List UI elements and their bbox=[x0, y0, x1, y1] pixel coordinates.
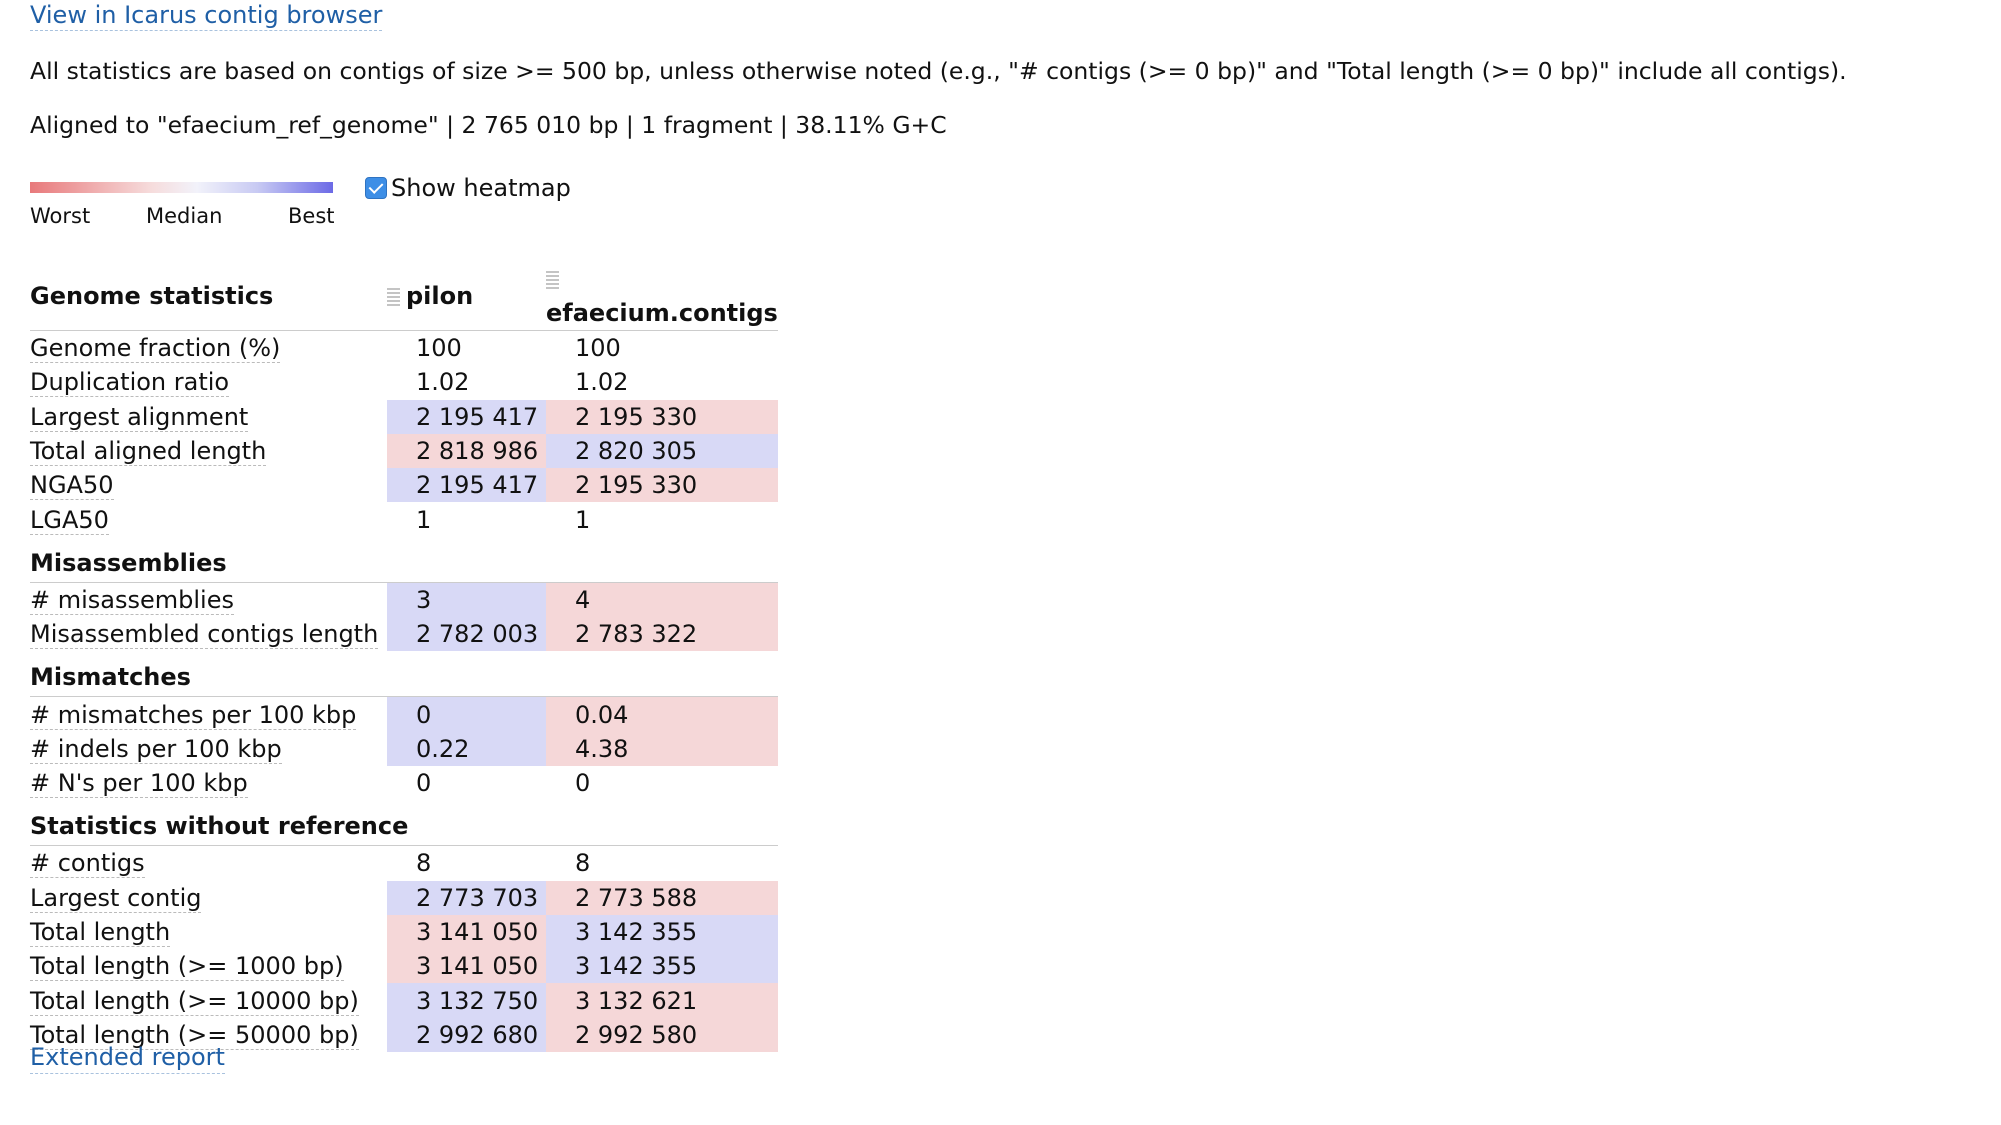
section-header-mismatches: Mismatches bbox=[30, 651, 778, 698]
table-row: # contigs 8 8 bbox=[30, 846, 778, 881]
table-row: Largest contig 2 773 703 2 773 588 bbox=[30, 880, 778, 915]
legend-worst: Worst bbox=[30, 204, 91, 228]
show-heatmap-toggle[interactable]: Show heatmap bbox=[365, 172, 571, 204]
cell-efaecium: 3 142 355 bbox=[546, 914, 778, 950]
table-row: Misassembled contigs length 2 782 003 2 78… bbox=[30, 617, 778, 652]
table-row: NGA50 2 195 417 2 195 330 bbox=[30, 468, 778, 503]
icarus-browser-link[interactable]: View in Icarus contig browser bbox=[30, 1, 383, 31]
table-header: Genome statistics pilon efaecium.contigs bbox=[30, 262, 778, 331]
cell-efaecium: 3 142 355 bbox=[546, 949, 778, 984]
cell-pilon: 3 141 050 bbox=[387, 914, 546, 950]
legend-median: Median bbox=[146, 204, 223, 228]
heatmap-legend-gradient bbox=[30, 182, 333, 193]
section-header-statistics-without-reference: Statistics without reference bbox=[30, 800, 778, 847]
table-row: Genome fraction (%) 100 100 bbox=[30, 331, 778, 366]
cell-efaecium: 4.38 bbox=[546, 731, 778, 766]
metric-name[interactable]: Largest alignment bbox=[30, 402, 249, 432]
cell-pilon: 2 992 680 bbox=[387, 1017, 546, 1053]
statistics-table: Genome statistics pilon efaecium.contigs… bbox=[30, 262, 778, 1053]
section-title: Statistics without reference bbox=[30, 800, 778, 847]
drag-handle-icon[interactable] bbox=[387, 288, 400, 306]
cell-pilon: 2 195 417 bbox=[387, 399, 546, 434]
cell-pilon: 3 132 750 bbox=[387, 983, 546, 1018]
metric-name[interactable]: # indels per 100 kbp bbox=[30, 734, 282, 764]
metric-name[interactable]: Largest contig bbox=[30, 883, 202, 913]
table-row: # misassemblies 3 4 bbox=[30, 582, 778, 618]
table-row: Duplication ratio 1.02 1.02 bbox=[30, 365, 778, 399]
reference-info: Aligned to "efaecium_ref_genome" | 2 765… bbox=[30, 111, 947, 139]
cell-pilon: 100 bbox=[416, 334, 462, 363]
section-title: Mismatches bbox=[30, 651, 778, 698]
cell-pilon: 0 bbox=[416, 769, 432, 798]
show-heatmap-label: Show heatmap bbox=[391, 174, 571, 202]
table-row: # indels per 100 kbp 0.22 4.38 bbox=[30, 731, 778, 766]
cell-pilon: 1.02 bbox=[416, 368, 470, 397]
metric-name[interactable]: Total length bbox=[30, 918, 171, 947]
metric-name[interactable]: Misassembled contigs length bbox=[30, 620, 379, 650]
table-row: Total length (>= 50000 bp) 2 992 680 2 992… bbox=[30, 1017, 778, 1053]
table-row: Total length (>= 10000 bp) 3 132 750 3 132… bbox=[30, 983, 778, 1018]
cell-pilon: 0.22 bbox=[387, 731, 546, 766]
cell-pilon: 2 782 003 bbox=[387, 617, 546, 652]
cell-efaecium: 1.02 bbox=[575, 368, 629, 397]
metric-name[interactable]: Total length (>= 1000 bp) bbox=[30, 952, 344, 982]
cell-pilon: 3 141 050 bbox=[387, 949, 546, 984]
cell-efaecium: 2 820 305 bbox=[546, 433, 778, 469]
cell-efaecium: 2 773 588 bbox=[546, 880, 778, 915]
metric-name[interactable]: # mismatches per 100 kbp bbox=[30, 700, 357, 730]
cell-efaecium: 2 992 580 bbox=[546, 1017, 778, 1053]
cell-efaecium: 100 bbox=[575, 334, 621, 363]
metric-name[interactable]: # misassemblies bbox=[30, 585, 234, 615]
cell-efaecium: 1 bbox=[575, 505, 591, 534]
cell-pilon: 0 bbox=[387, 696, 546, 732]
table-row: Total length 3 141 050 3 142 355 bbox=[30, 914, 778, 950]
cell-pilon: 3 bbox=[387, 582, 546, 618]
metric-name[interactable]: Total aligned length bbox=[30, 437, 267, 467]
checkbox-checked-icon[interactable] bbox=[365, 177, 387, 199]
section-title: Misassemblies bbox=[30, 536, 778, 583]
cell-efaecium: 8 bbox=[575, 849, 591, 878]
table-row: Total length (>= 1000 bp) 3 141 050 3 142 … bbox=[30, 949, 778, 984]
section-header-misassemblies: Misassemblies bbox=[30, 536, 778, 583]
header-genome-statistics: Genome statistics bbox=[30, 262, 387, 331]
metric-name[interactable]: Total length (>= 50000 bp) bbox=[30, 1020, 359, 1050]
cell-efaecium: 4 bbox=[546, 582, 778, 618]
metric-name[interactable]: LGA50 bbox=[30, 505, 109, 535]
cell-efaecium: 2 195 330 bbox=[546, 399, 778, 434]
cell-pilon: 2 773 703 bbox=[387, 880, 546, 915]
cell-efaecium: 0.04 bbox=[546, 696, 778, 732]
cell-pilon: 2 195 417 bbox=[387, 468, 546, 503]
cell-efaecium: 2 195 330 bbox=[546, 468, 778, 503]
metric-name[interactable]: Duplication ratio bbox=[30, 368, 230, 398]
stats-note: All statistics are based on contigs of s… bbox=[30, 57, 1847, 85]
extended-report-link[interactable]: Extended report bbox=[30, 1041, 225, 1074]
metric-name[interactable]: NGA50 bbox=[30, 471, 114, 501]
cell-pilon: 2 818 986 bbox=[387, 433, 546, 469]
metric-name[interactable]: # contigs bbox=[30, 849, 145, 879]
cell-efaecium: 2 783 322 bbox=[546, 617, 778, 652]
column-header-efaecium-contigs[interactable]: efaecium.contigs bbox=[546, 262, 778, 331]
cell-efaecium: 3 132 621 bbox=[546, 983, 778, 1018]
table-row: LGA50 1 1 bbox=[30, 502, 778, 536]
table-row: # N's per 100 kbp 0 0 bbox=[30, 766, 778, 800]
metric-name[interactable]: # N's per 100 kbp bbox=[30, 769, 248, 799]
cell-pilon: 8 bbox=[416, 849, 432, 878]
table-row: # mismatches per 100 kbp 0 0.04 bbox=[30, 696, 778, 732]
table-row: Largest alignment 2 195 417 2 195 330 bbox=[30, 399, 778, 434]
table-row: Total aligned length 2 818 986 2 820 305 bbox=[30, 433, 778, 469]
column-label: efaecium.contigs bbox=[546, 299, 778, 327]
column-header-pilon[interactable]: pilon bbox=[387, 262, 546, 331]
metric-name[interactable]: Genome fraction (%) bbox=[30, 334, 281, 364]
metric-name[interactable]: Total length (>= 10000 bp) bbox=[30, 986, 359, 1016]
cell-pilon: 1 bbox=[416, 505, 432, 534]
column-label: pilon bbox=[406, 282, 474, 310]
cell-efaecium: 0 bbox=[575, 769, 591, 798]
legend-best: Best bbox=[288, 204, 335, 228]
drag-handle-icon[interactable] bbox=[546, 271, 559, 289]
